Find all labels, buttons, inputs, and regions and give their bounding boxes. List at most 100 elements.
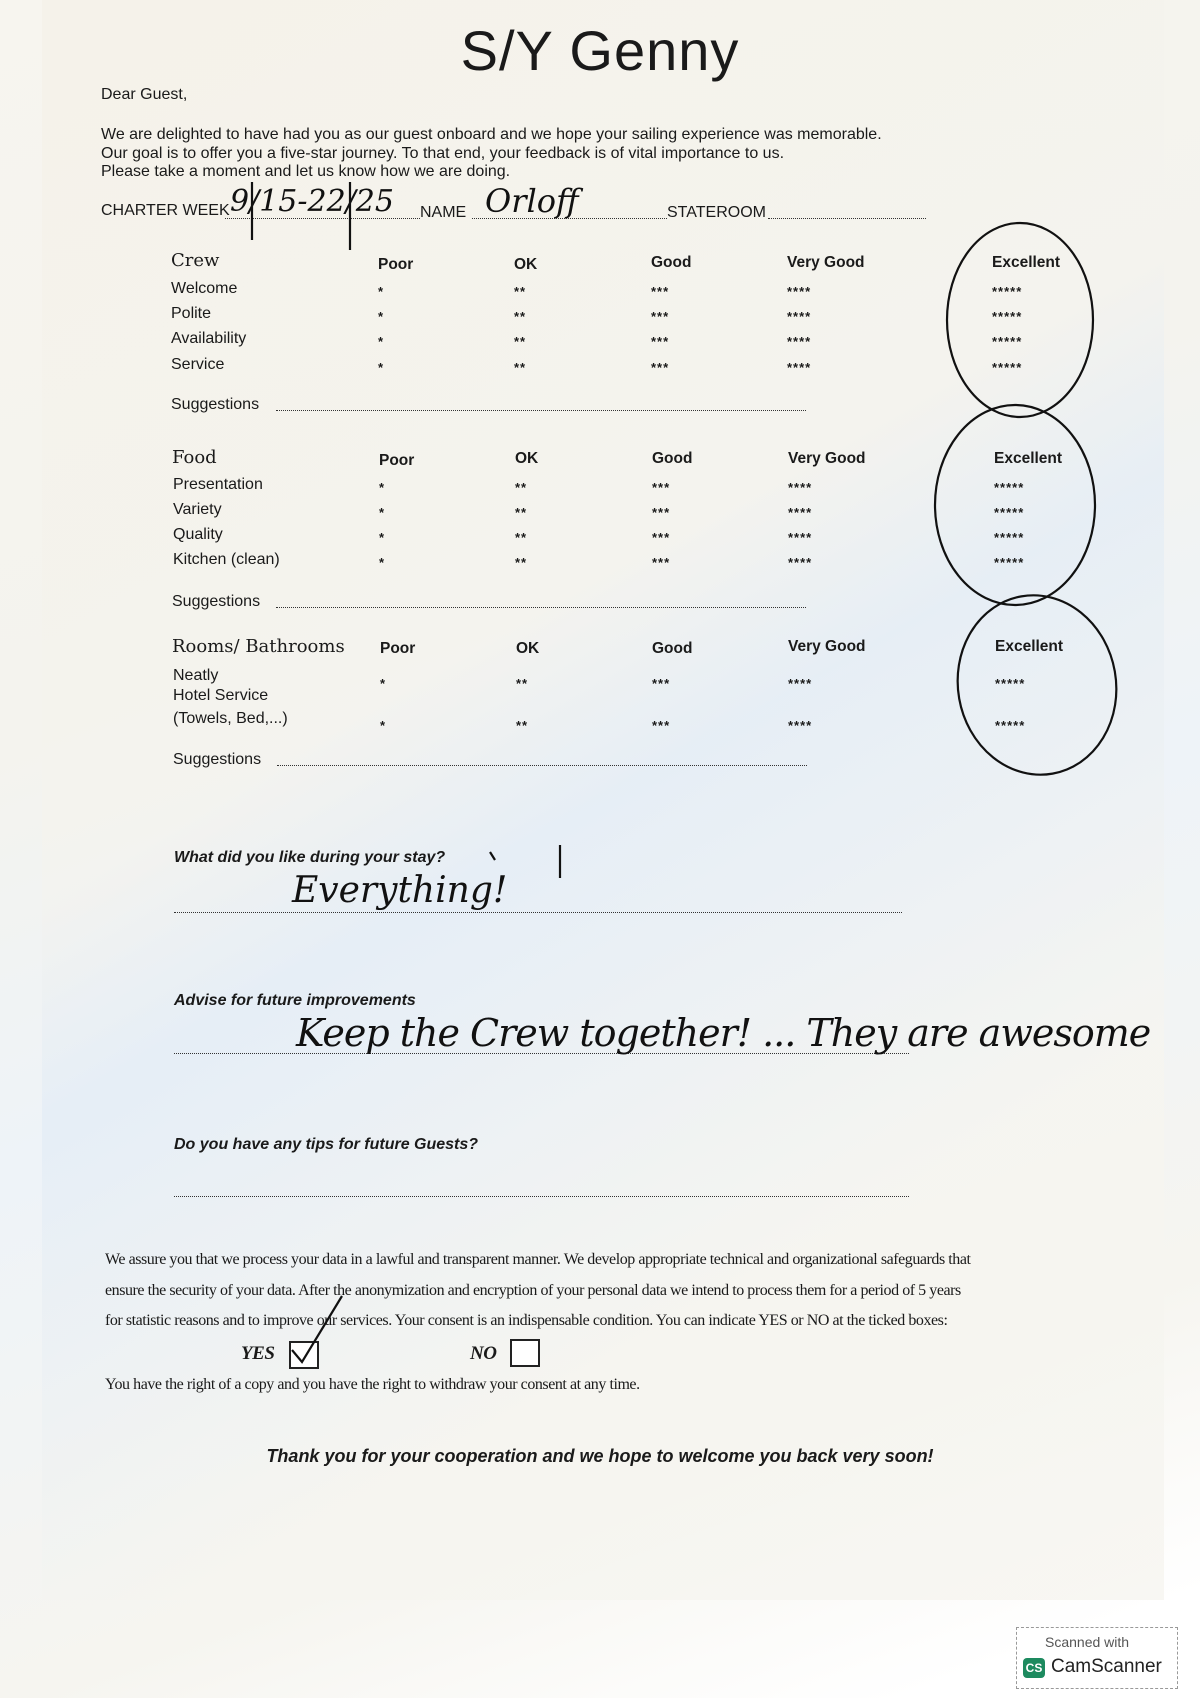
star-rating-option[interactable]: * bbox=[380, 676, 387, 691]
star-rating-option[interactable]: ***** bbox=[994, 555, 1025, 570]
row-label: Welcome bbox=[171, 280, 238, 297]
charter-week-field[interactable]: 9/15-22/25 bbox=[230, 184, 394, 219]
star-rating-option[interactable]: *** bbox=[651, 309, 670, 324]
star-rating-option[interactable]: ***** bbox=[992, 334, 1023, 349]
star-rating-option[interactable]: **** bbox=[787, 284, 812, 299]
star-rating-option[interactable]: ***** bbox=[995, 676, 1026, 691]
stateroom-field[interactable] bbox=[768, 218, 926, 219]
star-rating-option[interactable]: ***** bbox=[994, 530, 1025, 545]
star-rating-option[interactable]: **** bbox=[788, 505, 813, 520]
star-rating-option[interactable]: **** bbox=[787, 309, 812, 324]
col-very-good: Very Good bbox=[788, 450, 866, 467]
rooms-suggestions-label: Suggestions bbox=[173, 751, 262, 768]
star-rating-option[interactable]: **** bbox=[787, 334, 812, 349]
col-excellent: Excellent bbox=[992, 254, 1061, 271]
star-rating-option[interactable]: *** bbox=[652, 530, 671, 545]
yes-checkbox[interactable] bbox=[289, 1341, 319, 1369]
question-improvements-answer[interactable]: Keep the Crew together! ... They are awe… bbox=[296, 1011, 1151, 1055]
yes-label: YES bbox=[241, 1343, 275, 1364]
row-label: (Towels, Bed,...) bbox=[173, 710, 288, 727]
star-rating-option[interactable]: ** bbox=[514, 334, 527, 349]
star-rating-option[interactable]: ** bbox=[516, 676, 529, 691]
question-tips-field[interactable] bbox=[174, 1196, 909, 1197]
star-rating-option[interactable]: **** bbox=[788, 480, 813, 495]
col-good: Good bbox=[652, 450, 693, 467]
star-rating-option[interactable]: ** bbox=[514, 360, 527, 375]
star-rating-option[interactable]: *** bbox=[651, 334, 670, 349]
star-rating-option[interactable]: * bbox=[379, 530, 386, 545]
star-rating-option[interactable]: **** bbox=[788, 718, 813, 733]
question-liked-answer[interactable]: Everything! bbox=[292, 870, 508, 911]
star-rating-option[interactable]: * bbox=[378, 284, 385, 299]
star-rating-option[interactable]: ***** bbox=[994, 505, 1025, 520]
section-food-title: Food bbox=[172, 447, 217, 468]
no-checkbox[interactable] bbox=[510, 1339, 540, 1367]
star-rating-option[interactable]: *** bbox=[652, 480, 671, 495]
star-rating-option[interactable]: * bbox=[379, 480, 386, 495]
charter-week-label: CHARTER WEEK bbox=[101, 202, 230, 219]
col-ok: OK bbox=[516, 640, 540, 657]
privacy-line-3: for statistic reasons and to improve our… bbox=[105, 1312, 948, 1329]
camscanner-logo-icon: CS bbox=[1023, 1658, 1045, 1678]
star-rating-option[interactable]: ** bbox=[515, 530, 528, 545]
closing-message: Thank you for your cooperation and we ho… bbox=[266, 1446, 934, 1466]
rooms-suggestions-field[interactable] bbox=[277, 765, 807, 766]
crew-suggestions-field[interactable] bbox=[276, 410, 806, 411]
star-rating-option[interactable]: ** bbox=[516, 718, 529, 733]
question-liked-label: What did you like during your stay? bbox=[174, 849, 446, 866]
star-rating-option[interactable]: *** bbox=[652, 555, 671, 570]
star-rating-option[interactable]: *** bbox=[651, 284, 670, 299]
row-label: Presentation bbox=[173, 476, 263, 493]
no-label: NO bbox=[470, 1343, 497, 1364]
row-label: Neatly bbox=[173, 667, 219, 684]
star-rating-option[interactable]: **** bbox=[788, 555, 813, 570]
row-label: Polite bbox=[171, 305, 212, 322]
privacy-rights: You have the right of a copy and you hav… bbox=[105, 1376, 640, 1393]
watermark-line1: Scanned with bbox=[1045, 1634, 1130, 1650]
star-rating-option[interactable]: ***** bbox=[994, 480, 1025, 495]
star-rating-option[interactable]: ** bbox=[514, 284, 527, 299]
star-rating-option[interactable]: ** bbox=[515, 480, 528, 495]
name-field[interactable]: Orloff bbox=[485, 182, 579, 220]
star-rating-option[interactable]: ** bbox=[514, 309, 527, 324]
intro-line-1: We are delighted to have had you as our … bbox=[101, 126, 882, 143]
star-rating-option[interactable]: ***** bbox=[992, 309, 1023, 324]
greeting: Dear Guest, bbox=[101, 86, 188, 103]
star-rating-option[interactable]: ***** bbox=[995, 718, 1026, 733]
star-rating-option[interactable]: **** bbox=[787, 360, 812, 375]
star-rating-option[interactable]: **** bbox=[788, 676, 813, 691]
star-rating-option[interactable]: ***** bbox=[992, 284, 1023, 299]
star-rating-option[interactable]: * bbox=[380, 718, 387, 733]
privacy-line-1: We assure you that we process your data … bbox=[105, 1251, 971, 1268]
col-ok: OK bbox=[515, 450, 539, 467]
star-rating-option[interactable]: ***** bbox=[992, 360, 1023, 375]
col-very-good: Very Good bbox=[787, 254, 865, 271]
star-rating-option[interactable]: ** bbox=[515, 505, 528, 520]
crew-excellent-circle bbox=[945, 221, 1095, 419]
star-rating-option[interactable]: ** bbox=[515, 555, 528, 570]
row-label: Kitchen (clean) bbox=[173, 551, 280, 568]
star-rating-option[interactable]: **** bbox=[788, 530, 813, 545]
star-rating-option[interactable]: * bbox=[379, 505, 386, 520]
watermark-brand: CamScanner bbox=[1051, 1656, 1162, 1677]
col-ok: OK bbox=[514, 256, 538, 273]
row-label: Availability bbox=[171, 330, 247, 347]
star-rating-option[interactable]: * bbox=[379, 555, 386, 570]
star-rating-option[interactable]: *** bbox=[652, 505, 671, 520]
food-suggestions-field[interactable] bbox=[276, 607, 806, 608]
star-rating-option[interactable]: * bbox=[378, 309, 385, 324]
name-label: NAME bbox=[420, 204, 467, 221]
col-poor: Poor bbox=[380, 640, 416, 657]
star-rating-option[interactable]: *** bbox=[652, 676, 671, 691]
star-rating-option[interactable]: * bbox=[378, 334, 385, 349]
rooms-excellent-circle bbox=[956, 594, 1118, 776]
section-rooms-title: Rooms/ Bathrooms bbox=[172, 636, 345, 657]
col-very-good: Very Good bbox=[788, 638, 866, 655]
yes-checkmark bbox=[291, 1295, 343, 1364]
col-excellent: Excellent bbox=[995, 638, 1064, 655]
question-tips-label: Do you have any tips for future Guests? bbox=[174, 1136, 479, 1153]
star-rating-option[interactable]: * bbox=[378, 360, 385, 375]
star-rating-option[interactable]: *** bbox=[651, 360, 670, 375]
star-rating-option[interactable]: *** bbox=[652, 718, 671, 733]
col-excellent: Excellent bbox=[994, 450, 1063, 467]
